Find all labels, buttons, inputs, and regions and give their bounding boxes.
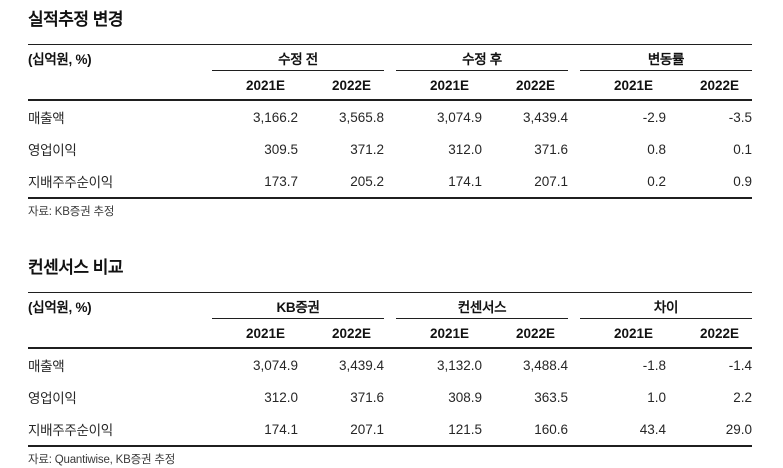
value-cell: 160.6 [482, 413, 569, 447]
value-cell: 3,439.4 [522, 109, 568, 125]
gap-spacer [568, 292, 581, 319]
value-cell: 308.9 [448, 389, 483, 405]
value-cell: 121.5 [396, 413, 483, 447]
value-cell: -2.9 [642, 109, 666, 125]
gap-spacer [384, 165, 396, 199]
gap-spacer [384, 100, 396, 133]
table-row: 매출액 3,166.2 3,565.8 3,074.9 3,439.4 -2.9… [28, 100, 752, 133]
gap-spacer [568, 70, 580, 101]
value-cell: -3.5 [728, 109, 752, 125]
value-cell: 312.0 [448, 141, 482, 157]
gap-spacer [568, 165, 580, 199]
value-cell: 371.6 [534, 141, 568, 157]
value-cell: 312.0 [264, 389, 298, 405]
year-header: 2021E [212, 318, 298, 349]
year-header: 2022E [482, 70, 568, 101]
gap-spacer [568, 348, 580, 381]
value-cell: 3,074.9 [252, 357, 298, 373]
gap-spacer [568, 44, 580, 71]
gap-spacer [384, 413, 397, 447]
value-cell: 174.1 [212, 413, 298, 447]
row-label: 지배주주순이익 [28, 413, 212, 447]
value-cell: 3,166.2 [252, 109, 298, 125]
year-header: 2022E [482, 318, 569, 349]
year-header: 2021E [396, 318, 483, 349]
value-cell: 0.8 [647, 141, 666, 157]
gap-spacer [28, 70, 212, 101]
value-cell: 3,439.4 [338, 357, 385, 373]
value-cell: 3,074.9 [436, 109, 482, 125]
year-header: 2021E [212, 70, 298, 101]
gap-spacer [384, 133, 396, 165]
table-title: 컨센서스 비교 [28, 258, 124, 277]
value-cell: 3,488.4 [522, 357, 569, 373]
year-header: 2022E [666, 318, 753, 349]
table-row: 지배주주순이익 173.7 205.2 174.1 207.1 0.2 0.9 [28, 165, 752, 199]
year-header: 2022E [298, 318, 385, 349]
value-cell: 207.1 [298, 413, 385, 447]
consensus-comparison-table: (십억원, %) KB증권 컨센서스 차이 2021E 2022E 2021E … [28, 292, 753, 447]
gap-spacer [384, 70, 396, 101]
gap-spacer [568, 318, 581, 349]
source-note: 자료: KB증권 추정 [28, 206, 115, 218]
earnings-revision-table: (십억원, %) 수정 전 수정 후 변동률 2021E 2022E 2021E… [28, 44, 752, 199]
gap-spacer [384, 292, 397, 319]
gap-spacer [568, 381, 580, 413]
year-header: 2021E [580, 70, 666, 101]
value-cell: -1.4 [728, 357, 753, 373]
value-cell: 309.5 [264, 141, 298, 157]
value-cell: 207.1 [482, 165, 568, 199]
source-note: 자료: Quantiwise, KB증권 추정 [28, 454, 176, 466]
value-cell: 0.9 [666, 165, 752, 199]
table-title: 실적추정 변경 [28, 10, 124, 29]
table-row: 매출액 3,074.9 3,439.4 3,132.0 3,488.4 -1.8… [28, 348, 752, 381]
value-cell: 371.2 [350, 141, 384, 157]
table-row: 영업이익 309.5 371.2 312.0 371.6 0.8 0.1 [28, 133, 752, 165]
value-cell: 3,132.0 [436, 357, 483, 373]
unit-label: (십억원, %) [28, 292, 212, 319]
group-header-diff: 차이 [580, 292, 753, 319]
row-label: 영업이익 [28, 391, 77, 406]
value-cell: 363.5 [534, 389, 569, 405]
row-label: 지배주주순이익 [28, 165, 212, 199]
value-cell: 173.7 [212, 165, 298, 199]
value-cell: 1.0 [647, 389, 667, 405]
value-cell: 0.2 [580, 165, 666, 199]
value-cell: 371.6 [350, 389, 385, 405]
row-label: 매출액 [28, 111, 65, 126]
earnings-revision-section: 실적추정 변경 (십억원, %) 수정 전 수정 후 변동률 2021E [28, 9, 752, 220]
gap-spacer [384, 381, 396, 413]
gap-spacer [384, 348, 396, 381]
table-row: 지배주주순이익 174.1 207.1 121.5 160.6 43.4 29.… [28, 413, 753, 447]
value-cell: 205.2 [298, 165, 384, 199]
value-cell: 29.0 [666, 413, 753, 447]
year-header: 2022E [298, 70, 384, 101]
value-cell: -1.8 [642, 357, 667, 373]
value-cell: 2.2 [733, 389, 753, 405]
row-label: 영업이익 [28, 143, 77, 158]
group-header-after: 수정 후 [396, 44, 568, 71]
gap-spacer [384, 44, 396, 71]
gap-spacer [568, 413, 581, 447]
year-header: 2021E [396, 70, 482, 101]
value-cell: 0.1 [733, 141, 752, 157]
gap-spacer [568, 133, 580, 165]
group-header-consensus: 컨센서스 [396, 292, 569, 319]
gap-spacer [568, 100, 580, 133]
year-header: 2022E [666, 70, 752, 101]
year-header: 2021E [580, 318, 667, 349]
value-cell: 43.4 [580, 413, 667, 447]
value-cell: 3,565.8 [338, 109, 384, 125]
gap-spacer [384, 318, 397, 349]
table-row: 영업이익 312.0 371.6 308.9 363.5 1.0 2.2 [28, 381, 752, 413]
group-header-kb: KB증권 [212, 292, 385, 319]
unit-label: (십억원, %) [28, 44, 212, 71]
row-label: 매출액 [28, 359, 65, 374]
consensus-comparison-section: 컨센서스 비교 (십억원, %) KB증권 컨센서스 차이 2021E [28, 257, 753, 468]
gap-spacer [28, 318, 212, 349]
value-cell: 174.1 [396, 165, 482, 199]
group-header-before: 수정 전 [212, 44, 384, 71]
group-header-change: 변동률 [580, 44, 752, 71]
